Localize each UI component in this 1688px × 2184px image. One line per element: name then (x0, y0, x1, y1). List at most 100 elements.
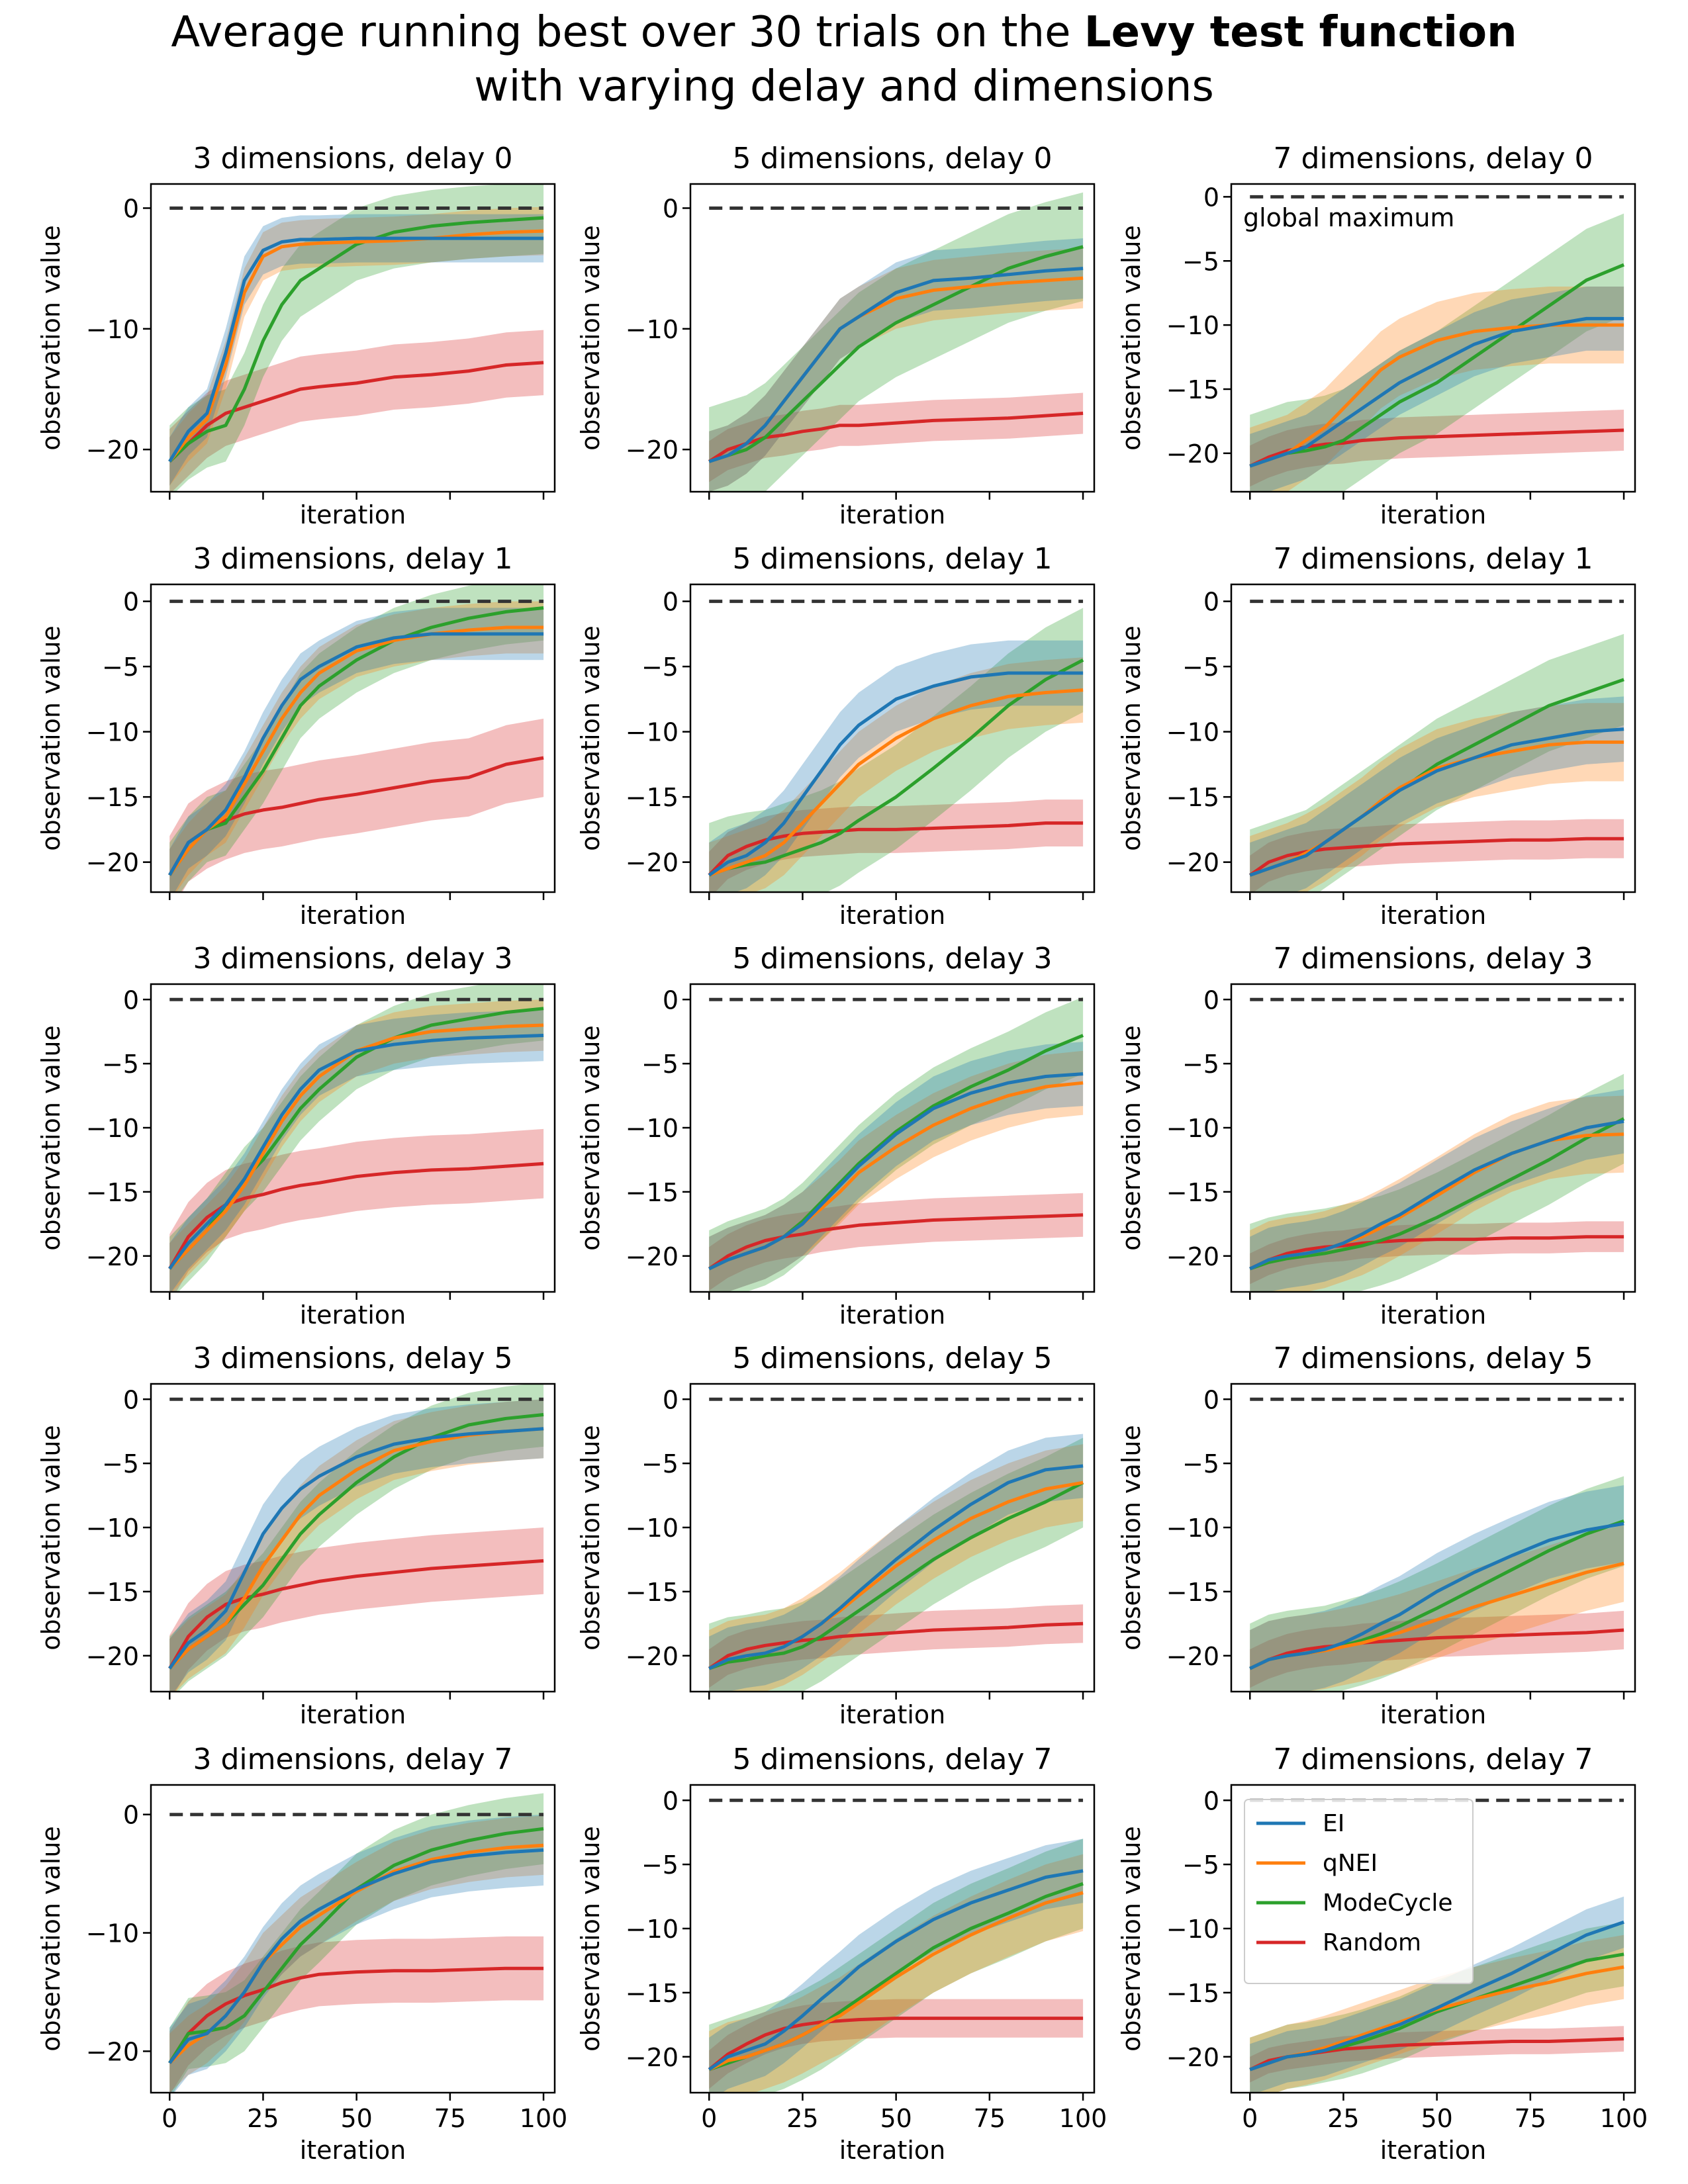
axes-frame (150, 1784, 556, 2094)
series-line-qnei (708, 1891, 1084, 2071)
y-tick-label: −10 (86, 1114, 139, 1143)
chart-panel: 7 dimensions, delay 3 0 −5 −10 −15 −20 iterati… (1117, 942, 1636, 1330)
legend-label-ei: EI (1323, 1810, 1344, 1837)
y-tick-label: −15 (626, 1979, 679, 2008)
y-tick-label: −10 (1166, 1915, 1219, 1944)
y-tick-label: −20 (1166, 1642, 1219, 1671)
y-tick-label: −20 (1166, 439, 1219, 469)
y-axis-label: observation value (576, 625, 605, 851)
x-tick-label: 100 (520, 2104, 568, 2133)
y-axis-label: observation value (1117, 1826, 1146, 2052)
chart-panel: 5 dimensions, delay 7 0 −5 −10 −15 −20 0 25 50 75… (576, 1743, 1107, 2165)
y-tick-label: −15 (1166, 1178, 1219, 1207)
global-maximum-annotation: global maximum (1243, 203, 1454, 232)
y-tick-label: −20 (626, 2043, 679, 2072)
axes-frame (689, 983, 1096, 1293)
chart-panel: 7 dimensions, delay 5 0 −5 −10 −15 −20 iterati… (1117, 1342, 1636, 1729)
y-tick-label: −5 (102, 1050, 139, 1079)
band-qnei (709, 248, 1084, 492)
chart-panel: 3 dimensions, delay 0 0 −10 −20 iteration obs… (36, 142, 556, 529)
panel-title: 5 dimensions, delay 1 (732, 542, 1052, 576)
band-modecycle (169, 1384, 544, 1692)
series-line-modecycle (168, 216, 544, 463)
band-modecycle (169, 984, 544, 1292)
y-tick-label: −15 (86, 1578, 139, 1607)
panel-title: 7 dimensions, delay 1 (1273, 542, 1593, 576)
x-axis-label: iteration (1380, 500, 1487, 529)
y-tick-label: −10 (1166, 1514, 1219, 1543)
band-modecycle (169, 1793, 544, 2093)
plot-area (1249, 195, 1625, 492)
y-tick-label: 0 (663, 588, 679, 617)
series-line-ei (168, 1848, 544, 2064)
y-axis-label: observation value (1117, 1425, 1146, 1651)
series-line-random (168, 1559, 544, 1670)
y-tick-label: −20 (626, 1642, 679, 1671)
y-tick-label: −10 (86, 1919, 139, 1948)
y-tick-label: −20 (626, 848, 679, 878)
series-line-modecycle (168, 606, 544, 876)
chart-panel: 5 dimensions, delay 5 0 −5 −10 −15 −20 iterati… (576, 1342, 1096, 1729)
band-random (169, 1936, 544, 2093)
series-line-qnei (168, 229, 544, 463)
y-tick-label: −15 (626, 783, 679, 812)
y-axis-label: observation value (36, 1025, 66, 1251)
panel-title: 3 dimensions, delay 5 (193, 1342, 512, 1375)
band-ei (709, 1433, 1084, 1692)
x-tick-label: 75 (974, 2104, 1006, 2133)
series-line-ei (708, 267, 1084, 463)
y-tick-label: 0 (123, 985, 139, 1015)
axes-frame (150, 183, 556, 493)
series-line-random (168, 1161, 544, 1270)
chart-panel: 3 dimensions, delay 1 0 −5 −10 −15 −20 iterati… (36, 542, 556, 930)
y-tick-label: −20 (86, 1642, 139, 1671)
panel-title: 3 dimensions, delay 0 (193, 142, 512, 175)
band-random (1250, 410, 1624, 487)
x-tick-label: 0 (162, 2104, 177, 2133)
series-line-ei (708, 1464, 1084, 1670)
y-tick-label: −5 (102, 1449, 139, 1479)
x-axis-label: iteration (839, 901, 946, 930)
y-axis-label: observation value (576, 225, 605, 451)
panel-title: 5 dimensions, delay 3 (732, 942, 1052, 976)
band-qnei (169, 206, 544, 486)
y-tick-label: −5 (102, 653, 139, 682)
x-axis-label: iteration (839, 2136, 946, 2165)
y-tick-label: 0 (663, 985, 679, 1015)
y-tick-label: −15 (1166, 783, 1219, 812)
band-modecycle (1250, 1476, 1624, 1692)
panel-title: 7 dimensions, delay 3 (1273, 942, 1593, 976)
figure-title-prefix: Average running best over 30 trials on t… (171, 8, 1084, 57)
plot-area (708, 600, 1084, 892)
panel-title: 3 dimensions, delay 1 (193, 542, 512, 576)
band-random (1250, 1610, 1624, 1688)
band-ei (709, 1042, 1084, 1292)
y-tick-label: −15 (626, 1178, 679, 1207)
y-tick-label: −10 (1166, 1114, 1219, 1143)
band-random (709, 1999, 1084, 2089)
x-axis-label: iteration (839, 1300, 946, 1330)
y-tick-label: 0 (1203, 1786, 1219, 1815)
band-modecycle (709, 1839, 1084, 2093)
y-tick-label: −5 (641, 1050, 679, 1079)
plot-area (1249, 1798, 1624, 2093)
plot-area (708, 1397, 1084, 1692)
x-tick-label: 50 (880, 2104, 912, 2133)
y-tick-label: −20 (626, 435, 679, 465)
plot-area (708, 192, 1084, 492)
y-tick-label: −5 (1182, 247, 1219, 276)
series-line-ei (708, 1869, 1084, 2071)
y-axis-label: observation value (1117, 625, 1146, 851)
x-axis-label: iteration (300, 2136, 406, 2165)
y-tick-label: −15 (86, 1178, 139, 1207)
y-tick-label: −20 (1166, 848, 1219, 878)
series-line-ei (1249, 1920, 1624, 2071)
axes-frame (1230, 983, 1636, 1293)
x-axis-label: iteration (300, 901, 406, 930)
y-tick-label: −10 (1166, 311, 1219, 340)
y-tick-label: 0 (1203, 1385, 1219, 1414)
band-ei (709, 1839, 1084, 2093)
y-tick-label: −5 (1182, 653, 1219, 682)
series-line-modecycle (1249, 1117, 1625, 1271)
series-line-random (168, 1966, 544, 2064)
